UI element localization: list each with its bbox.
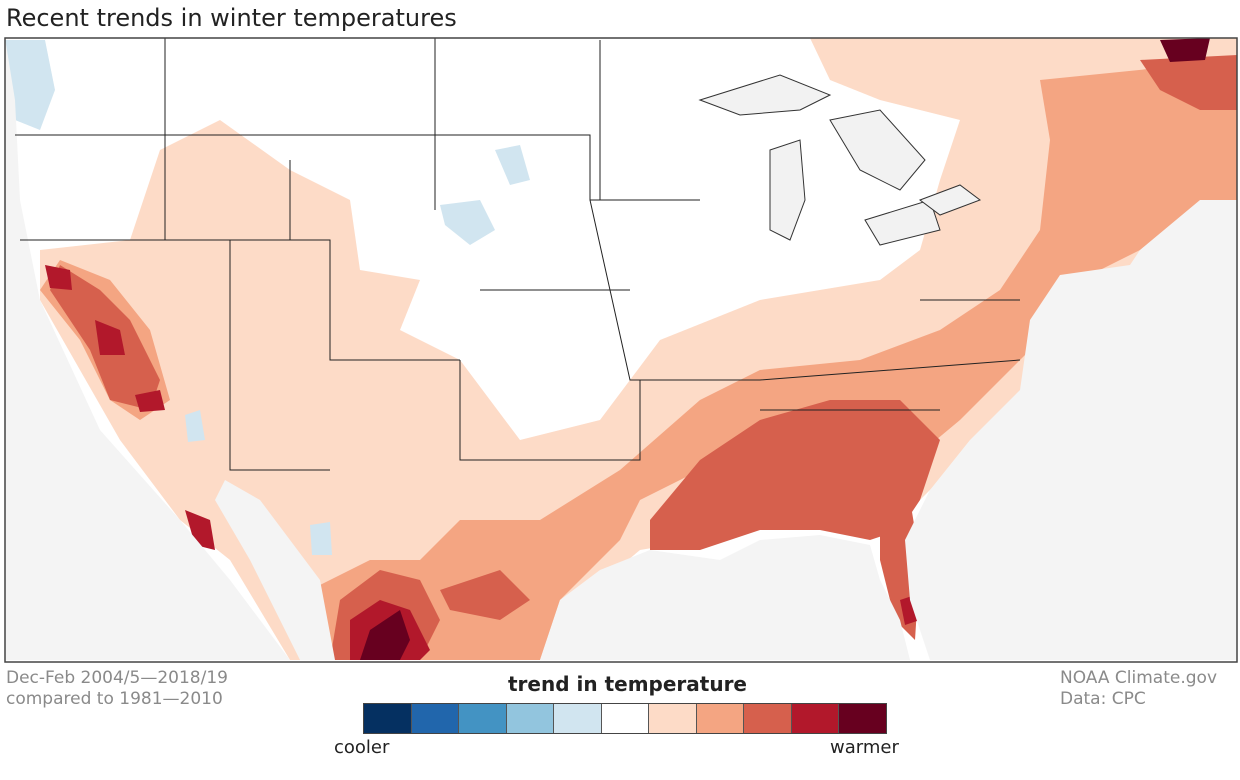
legend-swatch-3 [506,704,554,733]
credit-line2: Data: CPC [1060,689,1146,709]
borders [15,38,1021,471]
legend-swatch-7 [696,704,744,733]
legend-swatch-4 [554,704,602,733]
legend-swatch-6 [649,704,697,733]
period-line2: compared to 1981—2010 [6,689,223,709]
legend-swatch-5 [601,704,649,733]
great-lakes [698,74,982,246]
legend-swatch-0 [364,704,412,733]
legend-swatch-2 [459,704,507,733]
oceans [5,38,1237,660]
legend-swatch-10 [839,704,886,733]
legend-swatch-9 [791,704,839,733]
legend-title: trend in temperature [508,672,747,696]
period-line1: Dec-Feb 2004/5—2018/19 [6,668,228,688]
legend-low-label: cooler [334,737,390,758]
legend-high-label: warmer [830,737,899,758]
credit-line1: NOAA Climate.gov [1060,668,1218,688]
legend-swatch-1 [411,704,459,733]
period-label: Dec-Feb 2004/5—2018/19 compared to 1981—… [6,668,228,710]
map-frame [4,37,1238,663]
legend-swatch-8 [744,704,792,733]
map-title: Recent trends in winter temperatures [6,4,457,32]
legend-colorbar [363,703,887,734]
credit-label: NOAA Climate.gov Data: CPC [1060,668,1217,710]
